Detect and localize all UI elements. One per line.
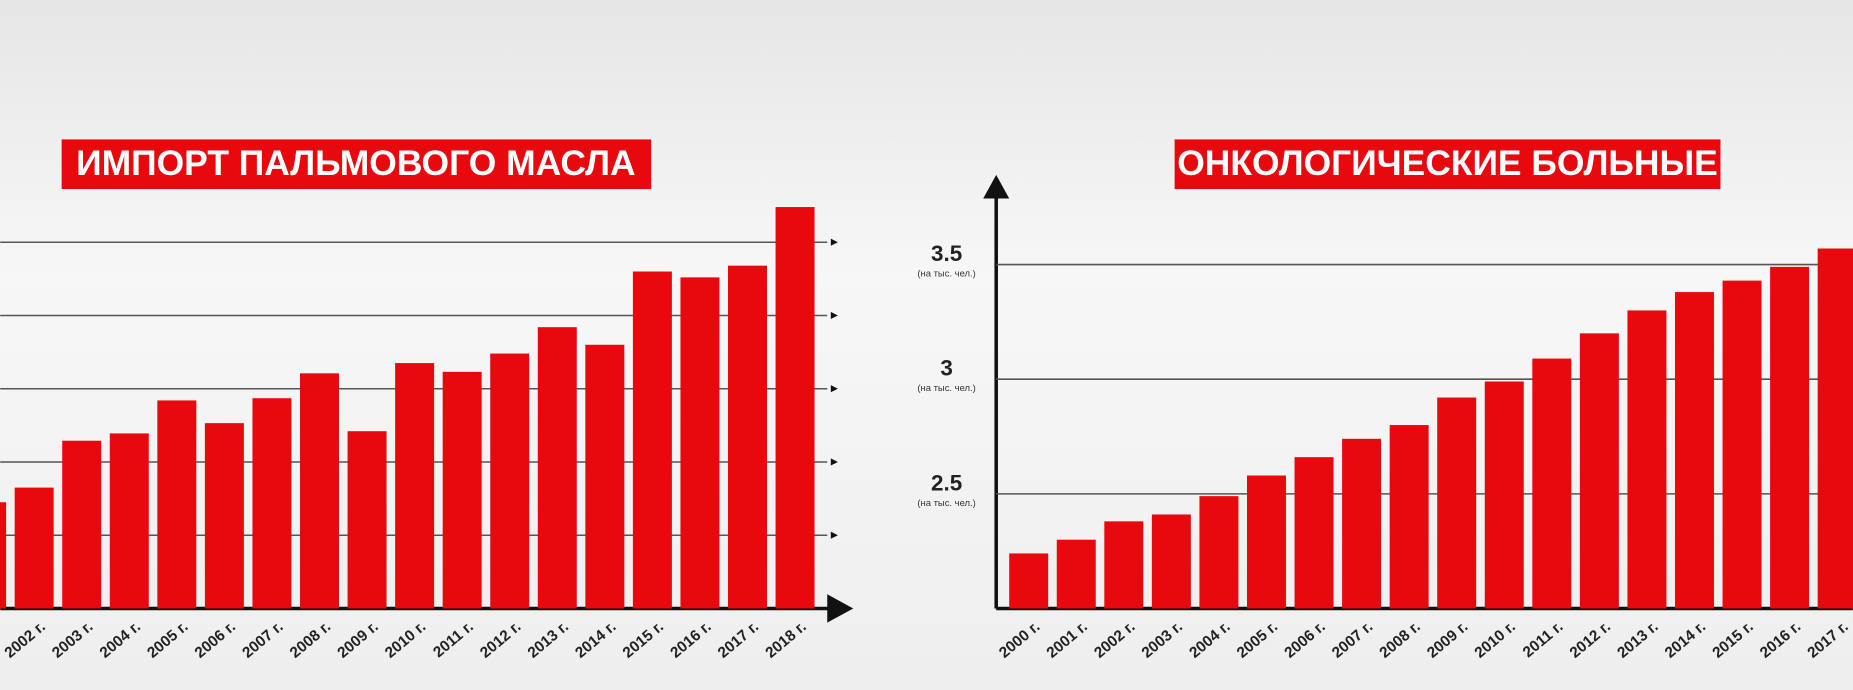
grid-arrow [830,531,838,539]
x-tick-label: 2004 г. [97,618,144,662]
axis-arrow [827,594,854,623]
bar [1770,266,1810,609]
x-tick-label: 2008 г. [1376,618,1423,662]
x-tick-label: 2003 г. [1139,618,1186,662]
x-tick-label: 2011 г. [1520,618,1567,661]
bar [490,353,530,609]
bar [442,371,482,609]
title-box [61,139,652,190]
bar [62,440,102,609]
x-tick-label: 2004 г. [1186,618,1233,662]
grid-arrow [830,311,838,320]
bar [1009,553,1049,609]
bar [252,398,292,609]
y-tick-label: 2.5 [931,470,962,495]
grid-arrow [830,385,838,393]
bar [1151,514,1191,609]
x-tick-label: 2015 г. [1709,618,1756,662]
x-tick-label: 2010 г. [1472,618,1519,662]
bar [0,502,7,609]
x-tick-label: 2015 г. [620,618,667,662]
bar [1294,457,1334,609]
x-tick-label: 2012 г. [1567,618,1614,662]
x-tick-label: 2013 г. [1614,618,1661,662]
x-tick-label: 2018 г. [762,618,809,662]
bar [14,487,54,609]
x-tick-label: 2008 г. [287,618,334,662]
x-tick-label: 2016 г. [1757,618,1804,662]
bar [1722,280,1762,609]
x-tick-label: 2002 г. [1091,618,1138,662]
bar [204,423,244,609]
bar [537,327,577,609]
bar [1389,425,1429,609]
x-tick-label: 2011 г. [430,618,477,661]
x-tick-label: 2003 г. [49,618,96,662]
x-tick-label: 2001 г. [1044,618,1091,662]
bar [1579,333,1619,609]
bar [157,400,197,609]
x-tick-label: 2014 г. [572,618,619,662]
axis-arrow [983,174,1010,199]
x-tick-label: 2012 г. [477,618,524,662]
x-tick-label: 2001 г. [0,618,1,662]
x-tick-label: 2002 г. [1,618,48,662]
x-tick-label: 2009 г. [334,618,381,662]
bar [347,431,387,609]
bar [632,271,672,609]
x-tick-label: 2007 г. [239,618,286,662]
chart-title: ОНКОЛОГИЧЕСКИЕ БОЛЬНЫЕ [1177,143,1718,183]
chart-title: ИМПОРТ ПАЛЬМОВОГО МАСЛА [76,143,635,183]
bar [1437,397,1477,609]
x-tick-label: 2005 г. [144,618,191,662]
bar [680,277,720,609]
bar [1817,248,1853,609]
bar [1246,475,1286,609]
bar [728,265,767,609]
y-tick-note: (на тыс. чел.) [917,498,975,509]
y-tick-note: (на тыс. чел.) [917,269,975,280]
x-tick-label: 2014 г. [1662,618,1709,662]
bar [1199,496,1239,609]
grid-arrow [830,458,838,466]
bar [1627,310,1667,609]
x-tick-label: 2016 г. [667,618,714,662]
bar [109,433,149,609]
x-tick-label: 2010 г. [382,618,429,662]
bar [1484,381,1524,609]
x-tick-label: 2009 г. [1424,618,1471,662]
bar [300,373,339,609]
y-tick-label: 3 [940,356,952,381]
bar [1532,358,1572,609]
grid-arrow [830,238,838,246]
bar [395,363,435,609]
bar [1674,292,1714,609]
bar [585,344,625,609]
x-tick-label: 2013 г. [525,618,572,662]
bar [775,207,815,609]
title-box [1174,139,1721,190]
x-tick-label: 2006 г. [1281,618,1328,662]
y-tick-label: 3.5 [931,241,962,266]
x-tick-label: 2017 г. [715,618,762,662]
x-tick-label: 2006 г. [192,618,239,662]
y-tick-note: (на тыс. чел.) [917,383,975,394]
x-tick-label: 2017 г. [1804,618,1851,662]
x-tick-label: 2000 г. [996,618,1043,662]
x-tick-label: 2007 г. [1329,618,1376,662]
bar [1056,539,1096,609]
x-tick-label: 2005 г. [1234,618,1281,662]
bar [1342,438,1382,609]
bar [1104,521,1144,609]
